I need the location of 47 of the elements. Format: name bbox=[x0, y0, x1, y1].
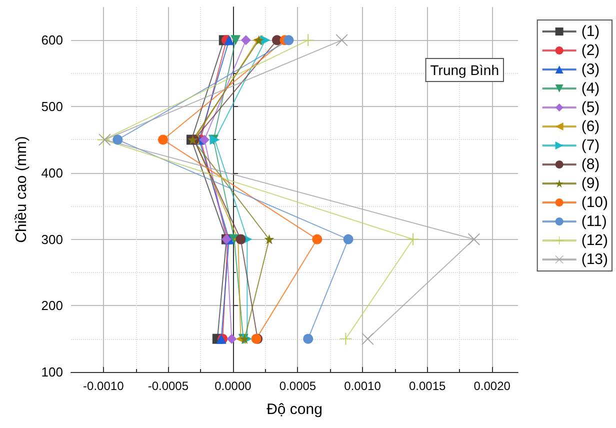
point bbox=[407, 233, 420, 246]
legend-label: (11) bbox=[581, 213, 607, 230]
point bbox=[336, 34, 348, 46]
point bbox=[303, 334, 314, 344]
legend-label: (8) bbox=[581, 156, 600, 173]
point bbox=[264, 234, 274, 244]
point bbox=[302, 34, 314, 46]
x-tick-label: -0.0005 bbox=[148, 379, 189, 393]
point bbox=[199, 134, 210, 145]
y-axis-title: Chiều cao (mm) bbox=[13, 136, 30, 243]
legend-label: (10) bbox=[581, 194, 608, 211]
x-tick-label: 0.0005 bbox=[279, 379, 316, 393]
point bbox=[340, 332, 352, 345]
legend-label: (3) bbox=[581, 61, 600, 78]
point bbox=[343, 234, 354, 244]
legend-label: (7) bbox=[581, 137, 600, 154]
point bbox=[226, 334, 237, 344]
y-tick-label: 600 bbox=[41, 32, 63, 48]
point bbox=[240, 35, 251, 46]
legend-label: (6) bbox=[581, 118, 600, 135]
x-tick-label: 0.0000 bbox=[214, 379, 252, 393]
legend-label: (5) bbox=[581, 99, 600, 116]
legend-label: (4) bbox=[581, 80, 600, 97]
legend-label: (13) bbox=[581, 251, 608, 268]
y-tick-label: 400 bbox=[41, 165, 63, 180]
annotation: Trung Bình bbox=[430, 62, 500, 78]
y-tick-label: 200 bbox=[41, 298, 63, 314]
legend-label: (2) bbox=[581, 42, 600, 59]
point bbox=[284, 35, 294, 46]
legend-label: (12) bbox=[581, 232, 608, 249]
y-tick-label: 300 bbox=[41, 232, 63, 247]
x-axis-title: Độ cong bbox=[266, 401, 322, 418]
point bbox=[112, 134, 123, 145]
y-tick-label: 500 bbox=[41, 99, 63, 114]
point bbox=[362, 332, 374, 345]
legend-label: (9) bbox=[581, 175, 600, 192]
point bbox=[312, 234, 322, 244]
x-tick-label: 0.0020 bbox=[474, 379, 511, 393]
point bbox=[236, 234, 246, 244]
x-tick-label: 0.0015 bbox=[408, 379, 446, 393]
point bbox=[224, 35, 234, 46]
point bbox=[230, 35, 241, 46]
y-tick-label: 100 bbox=[41, 364, 63, 380]
x-tick-label: 0.0010 bbox=[344, 379, 382, 393]
point bbox=[158, 134, 168, 145]
x-tick-label: -0.0010 bbox=[83, 379, 124, 393]
legend-label: (1) bbox=[581, 23, 600, 40]
